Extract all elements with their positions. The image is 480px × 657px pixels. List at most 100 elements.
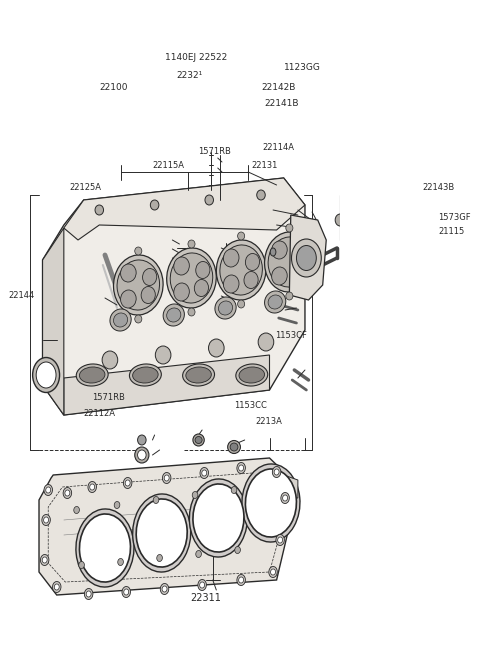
Ellipse shape bbox=[286, 292, 293, 300]
Ellipse shape bbox=[272, 241, 287, 259]
Ellipse shape bbox=[245, 254, 260, 271]
Ellipse shape bbox=[174, 257, 189, 275]
Ellipse shape bbox=[150, 200, 159, 210]
Ellipse shape bbox=[65, 490, 70, 496]
Ellipse shape bbox=[276, 535, 284, 545]
Ellipse shape bbox=[231, 486, 237, 493]
Ellipse shape bbox=[156, 346, 171, 364]
Text: 1573GF: 1573GF bbox=[438, 214, 471, 223]
Ellipse shape bbox=[167, 308, 181, 322]
Text: 22141B: 22141B bbox=[264, 99, 299, 108]
Ellipse shape bbox=[162, 472, 171, 484]
Ellipse shape bbox=[84, 589, 93, 599]
Ellipse shape bbox=[188, 308, 195, 316]
Ellipse shape bbox=[90, 484, 95, 490]
Polygon shape bbox=[39, 458, 294, 595]
Ellipse shape bbox=[130, 364, 161, 386]
Text: 22311: 22311 bbox=[190, 593, 221, 603]
Ellipse shape bbox=[238, 300, 245, 308]
Ellipse shape bbox=[220, 245, 263, 295]
Ellipse shape bbox=[194, 279, 208, 296]
Ellipse shape bbox=[125, 480, 130, 486]
Ellipse shape bbox=[114, 501, 120, 509]
Ellipse shape bbox=[170, 253, 213, 303]
Ellipse shape bbox=[132, 494, 191, 572]
Ellipse shape bbox=[46, 487, 51, 493]
Ellipse shape bbox=[95, 205, 104, 215]
Ellipse shape bbox=[297, 246, 316, 271]
Text: 1123GG: 1123GG bbox=[284, 64, 321, 72]
Ellipse shape bbox=[277, 537, 283, 543]
Text: 22100: 22100 bbox=[99, 83, 128, 93]
Text: 22125A: 22125A bbox=[70, 183, 101, 193]
Ellipse shape bbox=[223, 249, 239, 267]
Ellipse shape bbox=[264, 291, 286, 313]
Ellipse shape bbox=[42, 514, 50, 526]
Ellipse shape bbox=[228, 440, 240, 453]
Ellipse shape bbox=[135, 315, 142, 323]
Ellipse shape bbox=[268, 237, 311, 287]
Ellipse shape bbox=[237, 574, 245, 585]
Ellipse shape bbox=[294, 246, 308, 263]
Ellipse shape bbox=[196, 261, 210, 279]
Ellipse shape bbox=[174, 283, 189, 301]
Ellipse shape bbox=[268, 295, 282, 309]
Ellipse shape bbox=[335, 214, 345, 226]
Ellipse shape bbox=[120, 290, 136, 308]
Ellipse shape bbox=[235, 547, 240, 553]
Ellipse shape bbox=[118, 558, 123, 566]
Ellipse shape bbox=[242, 464, 300, 542]
Ellipse shape bbox=[196, 551, 202, 558]
Ellipse shape bbox=[52, 581, 61, 593]
Ellipse shape bbox=[239, 577, 244, 583]
Ellipse shape bbox=[44, 517, 48, 523]
Ellipse shape bbox=[188, 240, 195, 248]
Ellipse shape bbox=[138, 435, 146, 445]
Ellipse shape bbox=[160, 583, 169, 595]
Ellipse shape bbox=[122, 587, 131, 597]
Ellipse shape bbox=[269, 566, 277, 578]
Text: 1153CC: 1153CC bbox=[234, 401, 267, 409]
Ellipse shape bbox=[132, 367, 158, 383]
Ellipse shape bbox=[202, 470, 207, 476]
Ellipse shape bbox=[120, 264, 136, 282]
Ellipse shape bbox=[236, 364, 268, 386]
Ellipse shape bbox=[223, 275, 239, 293]
Ellipse shape bbox=[135, 247, 142, 255]
Ellipse shape bbox=[63, 487, 72, 499]
Ellipse shape bbox=[36, 362, 56, 388]
Text: 22112A: 22112A bbox=[84, 409, 116, 419]
Ellipse shape bbox=[138, 450, 146, 460]
Text: 1571RB: 1571RB bbox=[92, 394, 125, 403]
Ellipse shape bbox=[80, 514, 131, 582]
Ellipse shape bbox=[33, 357, 60, 392]
Text: 1153CF: 1153CF bbox=[275, 330, 307, 340]
Text: 22115A: 22115A bbox=[153, 160, 184, 170]
Ellipse shape bbox=[193, 434, 204, 446]
Text: 2213A: 2213A bbox=[255, 417, 282, 426]
Polygon shape bbox=[64, 355, 269, 415]
Ellipse shape bbox=[239, 367, 264, 383]
Polygon shape bbox=[43, 228, 64, 415]
Ellipse shape bbox=[258, 333, 274, 351]
Polygon shape bbox=[43, 178, 305, 415]
Ellipse shape bbox=[79, 562, 84, 568]
Ellipse shape bbox=[76, 509, 134, 587]
Ellipse shape bbox=[245, 469, 297, 537]
Text: 1571RB: 1571RB bbox=[199, 148, 231, 156]
Ellipse shape bbox=[163, 304, 184, 326]
Ellipse shape bbox=[283, 495, 288, 501]
Ellipse shape bbox=[270, 248, 276, 256]
Ellipse shape bbox=[200, 468, 208, 478]
Ellipse shape bbox=[272, 466, 281, 478]
Ellipse shape bbox=[44, 484, 52, 495]
Ellipse shape bbox=[286, 224, 293, 232]
Ellipse shape bbox=[74, 507, 79, 514]
Ellipse shape bbox=[88, 482, 96, 493]
Ellipse shape bbox=[143, 269, 157, 286]
Ellipse shape bbox=[54, 584, 59, 590]
Ellipse shape bbox=[281, 493, 289, 503]
Ellipse shape bbox=[237, 463, 245, 474]
Polygon shape bbox=[64, 178, 305, 240]
Ellipse shape bbox=[190, 479, 248, 557]
